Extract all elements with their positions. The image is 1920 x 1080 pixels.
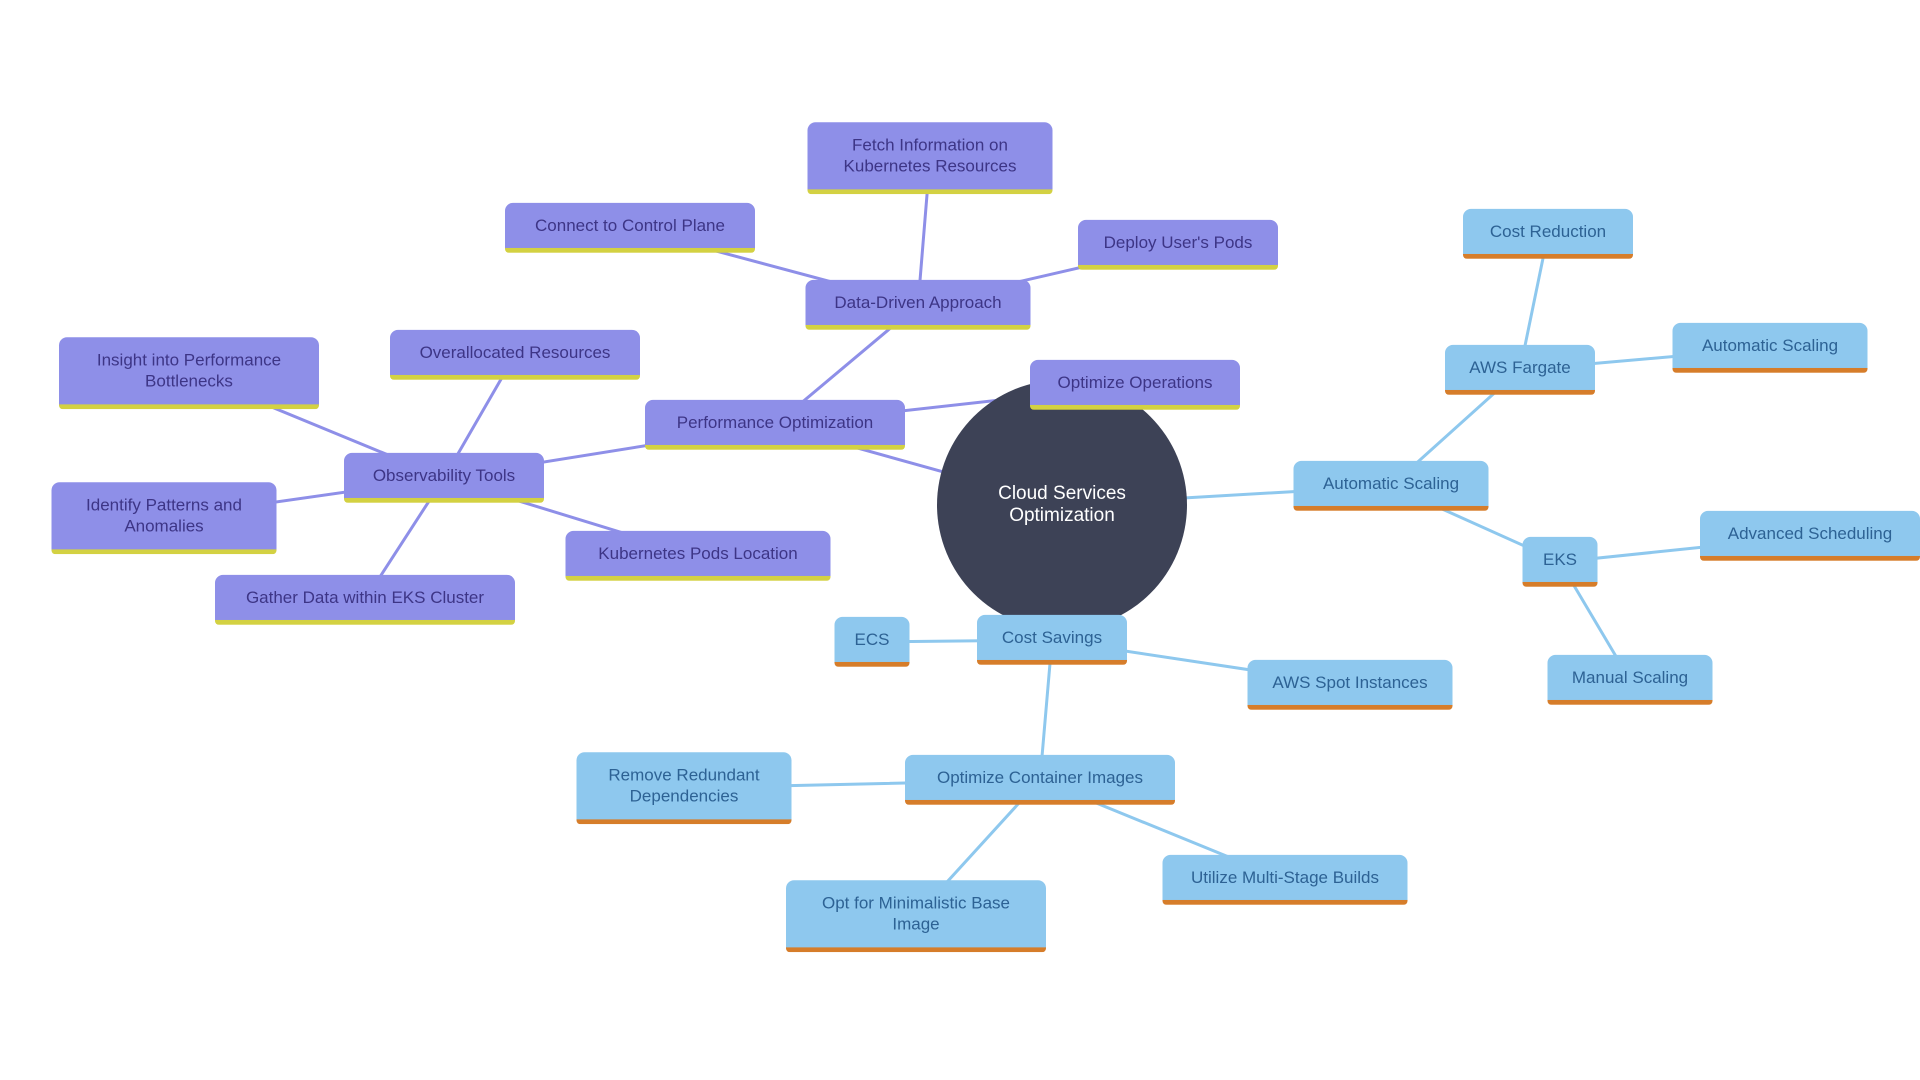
node-auto-scale-2: Automatic Scaling	[1673, 323, 1868, 373]
node-optimize-ops: Optimize Operations	[1030, 360, 1240, 410]
node-manual-scale: Manual Scaling	[1548, 655, 1713, 705]
node-remove-dep: Remove RedundantDependencies	[577, 752, 792, 824]
node-cost-red: Cost Reduction	[1463, 209, 1633, 259]
node-minimal-base: Opt for Minimalistic BaseImage	[786, 880, 1046, 952]
node-aws-spot: AWS Spot Instances	[1248, 660, 1453, 710]
node-obs-tools: Observability Tools	[344, 453, 544, 503]
node-insight-bott: Insight into PerformanceBottlenecks	[59, 337, 319, 409]
node-data-driven: Data-Driven Approach	[806, 280, 1031, 330]
center-node: Cloud Services Optimization	[937, 380, 1187, 630]
node-gather-data: Gather Data within EKS Cluster	[215, 575, 515, 625]
node-adv-sched: Advanced Scheduling	[1700, 511, 1920, 561]
node-ecs: ECS	[835, 617, 910, 667]
node-eks: EKS	[1523, 537, 1598, 587]
node-auto-scaling: Automatic Scaling	[1294, 461, 1489, 511]
node-cost-savings: Cost Savings	[977, 615, 1127, 665]
node-multi-stage: Utilize Multi-Stage Builds	[1163, 855, 1408, 905]
mindmap-canvas: Cloud Services Optimization Performance O…	[0, 0, 1920, 1080]
node-perf-opt: Performance Optimization	[645, 400, 905, 450]
node-fetch-info: Fetch Information onKubernetes Resources	[808, 122, 1053, 194]
node-deploy-pods: Deploy User's Pods	[1078, 220, 1278, 270]
node-connect-cp: Connect to Control Plane	[505, 203, 755, 253]
node-opt-images: Optimize Container Images	[905, 755, 1175, 805]
node-identify-patt: Identify Patterns andAnomalies	[52, 482, 277, 554]
node-fargate: AWS Fargate	[1445, 345, 1595, 395]
node-k8s-loc: Kubernetes Pods Location	[566, 531, 831, 581]
node-overalloc: Overallocated Resources	[390, 330, 640, 380]
